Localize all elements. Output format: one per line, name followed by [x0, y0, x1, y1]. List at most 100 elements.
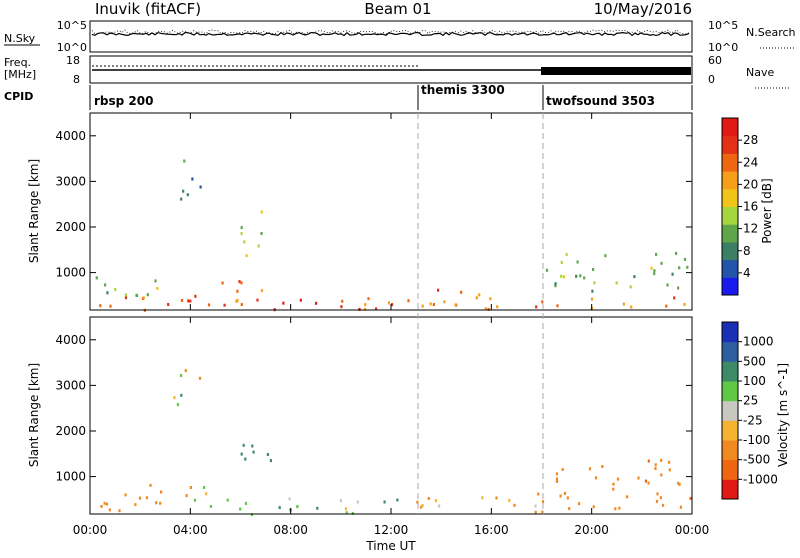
- freq-left-label: Freq.: [4, 56, 31, 69]
- power-cell: [364, 303, 367, 307]
- velocity-cell: [266, 453, 269, 456]
- colorbar-tick-label: -25: [743, 413, 763, 427]
- velocity-cell: [108, 508, 111, 512]
- velocity-cell: [568, 507, 571, 511]
- velocity-cell: [513, 503, 516, 507]
- power-colorbar: 4 8 12 16 20 24 28: [721, 117, 758, 296]
- colorbar-swatch: [722, 118, 738, 137]
- power-cell: [560, 274, 563, 278]
- power-cell: [186, 193, 189, 197]
- colorbar-tick-label: 24: [743, 155, 758, 169]
- velocity-cell: [434, 499, 437, 503]
- x-tick-label: 00:00: [73, 523, 108, 537]
- y-tick-label: 2000: [55, 424, 86, 438]
- power-cell: [260, 289, 264, 293]
- power-cell: [240, 226, 243, 230]
- x-axis-label: Time UT: [365, 539, 416, 553]
- velocity-cell: [661, 503, 665, 507]
- colorbar-swatch: [722, 381, 738, 402]
- power-cell: [665, 304, 668, 308]
- power-cell: [545, 268, 549, 272]
- velocity-cell: [420, 505, 423, 509]
- colorbar-swatch: [722, 153, 738, 172]
- velocity-cell: [601, 465, 604, 468]
- power-cell: [156, 286, 159, 290]
- power-cell: [191, 177, 194, 181]
- power-cell: [257, 244, 260, 248]
- colorbar-swatch: [722, 206, 738, 225]
- frequency-panel: Freq. [MHz] 18 8 60 0 Nave: [4, 54, 790, 89]
- colorbar-swatch: [722, 188, 738, 207]
- velocity-cell: [678, 482, 681, 486]
- colorbar-tick-label: 20: [743, 177, 758, 191]
- power-cell: [104, 283, 107, 287]
- power-cell: [686, 265, 689, 269]
- power-cell: [407, 299, 410, 303]
- velocity-cell: [644, 479, 647, 483]
- noise-right-label: N.Search: [746, 26, 796, 39]
- velocity-cell: [495, 496, 498, 500]
- velocity-cell: [618, 506, 621, 510]
- freq-right-tick-top: 60: [708, 54, 722, 67]
- power-cell: [223, 303, 226, 307]
- power-cell: [583, 276, 586, 280]
- y-tick-label: 4000: [55, 333, 86, 347]
- velocity-cell: [594, 476, 598, 480]
- power-cell: [221, 281, 224, 285]
- power-cell: [95, 276, 98, 280]
- power-cell: [243, 240, 246, 244]
- velocity-cell: [566, 496, 569, 500]
- beam-label: Beam 01: [364, 0, 431, 18]
- velocity-cell: [134, 503, 137, 507]
- power-cell: [99, 304, 102, 308]
- power-cell: [556, 304, 559, 308]
- velocity-cell: [351, 511, 354, 515]
- power-cell: [655, 252, 658, 256]
- velocity-colorbar: 1000 500 100 25 -25 -100 -500 -1000: [721, 321, 778, 500]
- colorbar-swatch: [722, 361, 738, 382]
- power-cell: [460, 290, 463, 294]
- velocity-cell: [100, 504, 103, 508]
- colorbar-tick-label: 4: [743, 266, 751, 280]
- power-cell: [579, 274, 582, 278]
- velocity-cell: [184, 369, 187, 373]
- power-cell: [167, 303, 170, 306]
- station-title: Inuvik (fitACF): [95, 0, 201, 18]
- velocity-cell: [193, 498, 197, 502]
- power-cell: [653, 269, 656, 273]
- power-cell: [154, 279, 157, 283]
- freq-left-unit: [MHz]: [4, 68, 36, 81]
- power-cell: [592, 268, 595, 271]
- power-cell: [207, 303, 211, 307]
- velocity-yticks: 1000 2000 3000 4000: [55, 333, 692, 484]
- x-tick-label: 04:00: [173, 523, 208, 537]
- velocity-cell: [180, 374, 183, 377]
- cpid-segment-themis: themis 3300: [421, 83, 505, 97]
- y-tick-label: 1000: [55, 470, 86, 484]
- power-ylabel: Slant Range [km]: [27, 159, 41, 263]
- velocity-cell: [180, 393, 183, 397]
- velocity-cell: [659, 496, 662, 500]
- velocity-cell: [660, 473, 663, 477]
- colorbar-tick-label: 8: [743, 244, 751, 258]
- power-cell: [622, 302, 625, 306]
- colorbar-tick-label: -500: [743, 453, 770, 467]
- velocity-cell: [356, 500, 359, 504]
- velocity-cell: [578, 502, 581, 506]
- date-label: 10/May/2016: [594, 0, 692, 18]
- velocity-cell: [138, 496, 142, 500]
- power-cell: [554, 282, 557, 286]
- y-tick-label: 1000: [55, 266, 86, 280]
- power-cell: [367, 297, 370, 301]
- velocity-cell: [149, 483, 152, 487]
- power-cell: [560, 260, 563, 264]
- colorbar-swatch: [722, 440, 738, 461]
- power-cell: [183, 159, 186, 163]
- power-cell: [683, 257, 687, 261]
- velocity-cell: [176, 403, 179, 407]
- power-cell: [432, 303, 435, 306]
- velocity-cell: [205, 492, 208, 496]
- colorbar-swatch: [722, 224, 738, 243]
- freq-left-tick-top: 18: [66, 54, 80, 67]
- power-cell: [199, 185, 202, 189]
